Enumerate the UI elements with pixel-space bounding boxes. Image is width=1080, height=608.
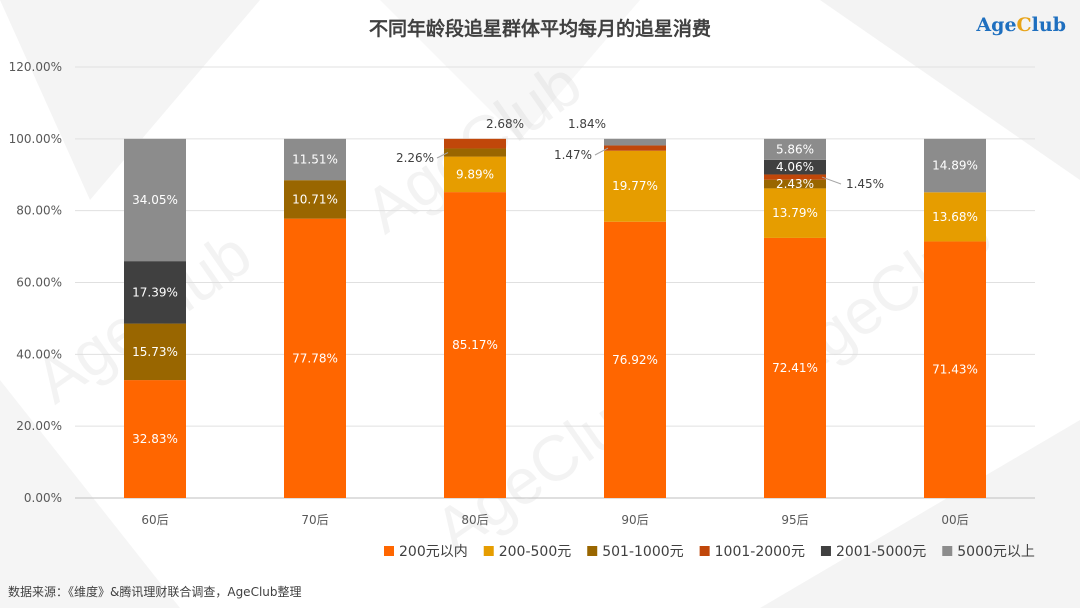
data-label: 1.84% [568, 117, 606, 131]
data-label: 19.77% [612, 179, 658, 193]
leader-line [594, 147, 609, 156]
x-tick-label: 80后 [461, 513, 488, 527]
legend-label: 200-500元 [499, 544, 572, 560]
bar-segment [444, 192, 506, 498]
data-label: 2.68% [486, 117, 524, 131]
data-label: 17.39% [132, 285, 178, 299]
y-tick-label: 120.00% [9, 60, 62, 74]
legend-swatch [820, 546, 831, 556]
legend-label: 2001-5000元 [836, 544, 926, 560]
data-label: 76.92% [612, 353, 658, 367]
bar-segment [444, 148, 506, 157]
bar-segment [604, 221, 666, 498]
legend-swatch [587, 546, 598, 556]
bar-segment [284, 180, 346, 219]
y-tick-label: 80.00% [16, 204, 62, 218]
bar-segment [924, 241, 986, 498]
source-note: 数据来源：《维度》&腾讯理财联合调查，AgeClub整理 [8, 585, 302, 599]
bar-segment [764, 138, 826, 160]
bar-segment [764, 174, 826, 180]
legend-swatch [384, 546, 394, 556]
data-label: 13.79% [772, 206, 818, 220]
y-tick-label: 40.00% [16, 347, 62, 361]
x-tick-label: 00后 [941, 513, 968, 527]
bar-segment [924, 192, 986, 242]
data-label: 32.83% [132, 432, 178, 446]
x-tick-label: 60后 [141, 513, 168, 527]
data-label: 5.86% [776, 142, 814, 156]
data-label: 4.06% [776, 160, 814, 174]
data-label: 85.17% [452, 338, 498, 352]
bar-segment [124, 138, 186, 262]
bar-segment [604, 138, 666, 146]
bar-segment [284, 138, 346, 181]
y-tick-label: 100.00% [9, 132, 62, 146]
bar-segment [764, 188, 826, 238]
data-label: 9.89% [456, 167, 494, 181]
data-label: 71.43% [932, 363, 978, 377]
legend-label: 200元以内 [399, 544, 468, 560]
data-label: 72.41% [772, 361, 818, 375]
y-tick-label: 0.00% [24, 491, 62, 505]
bar-segment [284, 218, 346, 498]
y-tick-label: 60.00% [16, 276, 62, 290]
bar-segment [444, 138, 506, 149]
bar-segment [924, 138, 986, 193]
legend-swatch [942, 546, 953, 556]
data-label: 13.68% [932, 210, 978, 224]
legend-label: 501-1000元 [602, 544, 683, 560]
data-label: 34.05% [132, 193, 178, 207]
data-label: 2.43% [776, 177, 814, 191]
bar-segment [124, 380, 186, 498]
bar-segment [124, 323, 186, 381]
data-label: 2.26% [396, 151, 434, 165]
legend-label: 1001-2000元 [715, 544, 805, 560]
bar-segment [444, 156, 506, 193]
leader-line [436, 152, 449, 159]
data-label: 1.47% [554, 148, 592, 162]
bar-segment [764, 159, 826, 175]
legend-swatch [699, 546, 710, 556]
bar-segment [124, 261, 186, 324]
data-label: 11.51% [292, 153, 338, 167]
chart-title: 不同年龄段追星群体平均每月的追星消费 [368, 18, 711, 40]
legend-swatch [483, 546, 494, 556]
data-label: 15.73% [132, 345, 178, 359]
bar-segment [604, 145, 666, 151]
x-tick-label: 70后 [301, 513, 328, 527]
x-tick-label: 90后 [621, 513, 648, 527]
legend-label: 5000元以上 [957, 544, 1035, 560]
data-label: 10.71% [292, 192, 338, 206]
y-tick-label: 20.00% [16, 419, 62, 433]
bar-segment [764, 179, 826, 189]
leader-line [821, 176, 842, 185]
data-label: 14.89% [932, 159, 978, 173]
bar-segment [764, 237, 826, 498]
ageclub-logo: AgeClub [976, 14, 1066, 36]
data-label: 1.45% [846, 177, 884, 191]
data-label: 77.78% [292, 351, 338, 365]
bar-segment [604, 150, 666, 222]
x-tick-label: 95后 [781, 513, 808, 527]
